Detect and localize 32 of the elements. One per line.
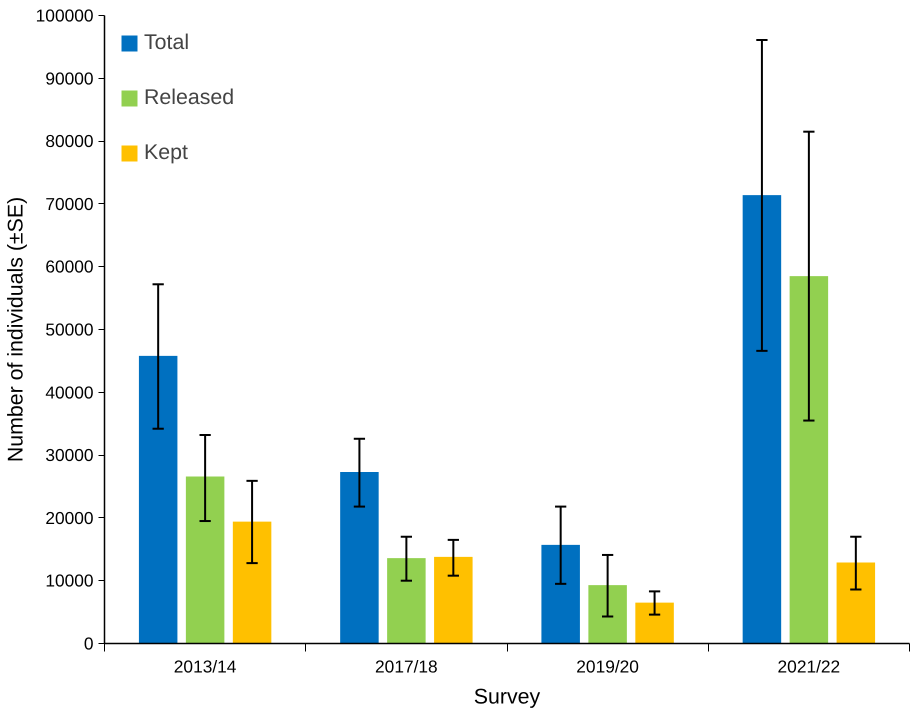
legend-label: Total xyxy=(144,30,190,55)
y-tick-label: 100000 xyxy=(36,6,94,26)
y-tick-label: 50000 xyxy=(45,320,94,340)
y-tick-label: 70000 xyxy=(45,194,94,214)
y-tick-label: 90000 xyxy=(45,68,94,88)
x-tick-label: 2017/18 xyxy=(375,656,438,676)
bar xyxy=(186,476,224,644)
y-tick-label: 40000 xyxy=(45,382,94,402)
y-tick-label: 10000 xyxy=(45,570,94,591)
y-tick-label: 80000 xyxy=(45,131,94,152)
bar xyxy=(635,602,674,644)
y-tick-label: 20000 xyxy=(45,508,94,528)
bar xyxy=(138,356,178,644)
y-tick-label: 60000 xyxy=(45,256,94,277)
bar xyxy=(387,558,426,644)
legend-label: Kept xyxy=(144,140,188,165)
y-tick-label: 0 xyxy=(84,634,94,654)
legend-label: Released xyxy=(144,85,234,110)
bar xyxy=(836,562,876,644)
bar xyxy=(742,195,782,644)
x-axis-title: Survey xyxy=(474,684,541,708)
bar xyxy=(232,522,272,644)
bar xyxy=(588,585,627,644)
x-tick-label: 2019/20 xyxy=(576,656,639,676)
y-tick-label: 30000 xyxy=(45,445,94,466)
bar xyxy=(434,556,473,644)
bar xyxy=(790,276,828,644)
y-axis-title: Number of individuals (±SE) xyxy=(4,196,28,462)
x-tick-label: 2013/14 xyxy=(174,656,237,676)
bar xyxy=(541,544,580,644)
x-tick-label: 2021/22 xyxy=(778,656,840,676)
bar xyxy=(340,472,379,644)
